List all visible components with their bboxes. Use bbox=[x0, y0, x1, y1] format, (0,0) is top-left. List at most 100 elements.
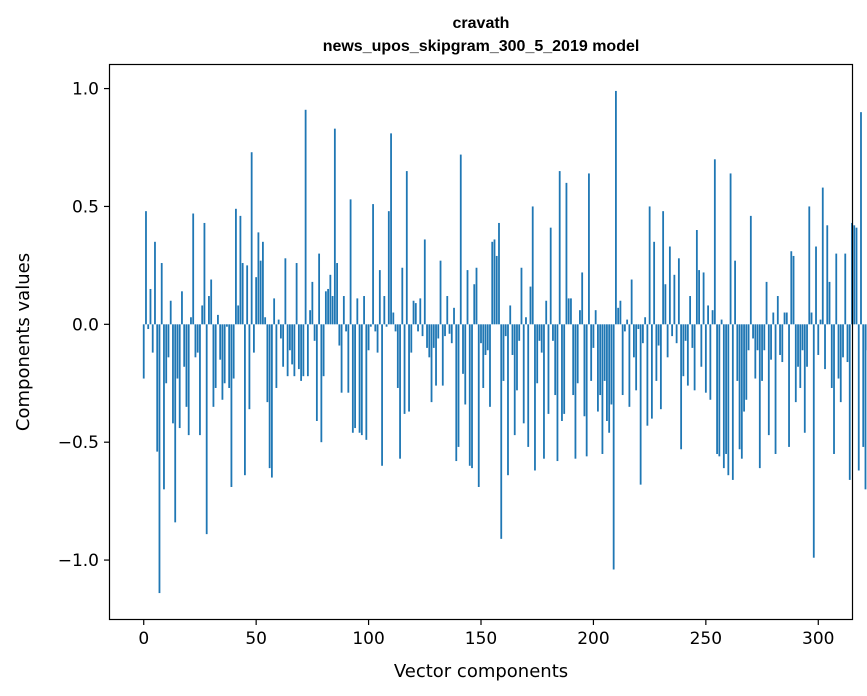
bar bbox=[468, 324, 471, 466]
bar bbox=[702, 272, 705, 325]
x-tick-label: 200 bbox=[577, 629, 609, 649]
bar bbox=[383, 296, 386, 325]
bar bbox=[628, 324, 631, 407]
bar bbox=[374, 324, 377, 332]
bar bbox=[435, 324, 437, 386]
bar bbox=[540, 324, 543, 353]
bar bbox=[432, 324, 435, 348]
bar bbox=[570, 298, 572, 325]
bar bbox=[264, 317, 267, 325]
bar bbox=[590, 324, 593, 381]
bar bbox=[579, 310, 581, 325]
bar bbox=[201, 305, 204, 325]
bar bbox=[262, 241, 264, 325]
y-axis-label: Components values bbox=[13, 253, 34, 431]
x-tick-label: 100 bbox=[352, 629, 384, 649]
bar bbox=[417, 324, 419, 332]
bar bbox=[275, 324, 278, 388]
bar bbox=[156, 324, 159, 452]
bar bbox=[765, 281, 768, 325]
bar bbox=[306, 324, 309, 377]
bar bbox=[756, 324, 759, 351]
bar bbox=[810, 312, 813, 325]
bar bbox=[774, 324, 777, 454]
bar bbox=[410, 324, 413, 353]
bar bbox=[601, 324, 604, 454]
bar bbox=[372, 204, 374, 325]
bar bbox=[588, 173, 590, 325]
bar bbox=[489, 324, 491, 407]
bar bbox=[684, 324, 687, 341]
bar bbox=[554, 324, 557, 396]
bar bbox=[376, 324, 379, 353]
bar bbox=[250, 152, 253, 325]
bar bbox=[830, 324, 833, 388]
bar bbox=[711, 310, 714, 325]
bar bbox=[176, 324, 179, 379]
bar bbox=[163, 324, 165, 490]
bar bbox=[345, 324, 347, 332]
bar bbox=[736, 324, 739, 381]
bar bbox=[486, 324, 489, 351]
bar bbox=[311, 281, 314, 325]
bar bbox=[576, 324, 579, 384]
bar bbox=[509, 305, 512, 325]
bar bbox=[500, 324, 503, 539]
bar bbox=[520, 267, 523, 325]
bar-series bbox=[142, 90, 867, 594]
bar bbox=[475, 267, 478, 325]
bar bbox=[187, 324, 190, 436]
bar bbox=[686, 324, 689, 386]
bar bbox=[624, 324, 626, 332]
bar bbox=[484, 324, 487, 355]
bar bbox=[565, 182, 568, 325]
bar bbox=[572, 324, 575, 396]
bar bbox=[147, 324, 150, 330]
bar bbox=[752, 324, 754, 339]
bar bbox=[217, 314, 219, 325]
bar bbox=[471, 324, 473, 469]
bar bbox=[511, 324, 514, 355]
bar bbox=[282, 324, 285, 367]
bar bbox=[441, 324, 444, 386]
bar bbox=[349, 199, 352, 325]
bar bbox=[700, 324, 703, 367]
bar bbox=[302, 324, 305, 377]
bar bbox=[731, 324, 734, 480]
bar bbox=[446, 296, 449, 325]
bar bbox=[266, 324, 269, 403]
bar bbox=[606, 324, 608, 421]
bar bbox=[426, 324, 428, 348]
bar bbox=[322, 324, 325, 377]
bar bbox=[464, 324, 467, 405]
bar bbox=[680, 324, 683, 450]
bar bbox=[659, 324, 662, 410]
bar bbox=[639, 324, 642, 485]
bar bbox=[428, 324, 431, 358]
bar bbox=[518, 324, 521, 341]
chart-title-line-2: news_upos_skipgram_300_5_2019 model bbox=[323, 38, 640, 55]
bar bbox=[808, 206, 811, 325]
bar bbox=[641, 324, 644, 344]
bar bbox=[331, 296, 334, 325]
bar bbox=[466, 270, 469, 325]
bar bbox=[531, 206, 534, 325]
bar bbox=[219, 324, 222, 360]
bar bbox=[615, 90, 617, 325]
bar bbox=[637, 324, 640, 330]
bar bbox=[241, 263, 244, 325]
bar bbox=[226, 324, 228, 327]
bar bbox=[363, 296, 365, 325]
bar bbox=[221, 324, 224, 400]
bar bbox=[664, 284, 667, 325]
bar bbox=[235, 208, 237, 325]
bar bbox=[792, 255, 795, 325]
bar bbox=[592, 324, 595, 348]
bar bbox=[666, 324, 669, 358]
bar bbox=[246, 265, 249, 325]
bar bbox=[536, 324, 539, 384]
bar bbox=[513, 324, 516, 436]
bar bbox=[797, 324, 799, 367]
bar bbox=[583, 324, 586, 417]
bar bbox=[682, 324, 685, 377]
